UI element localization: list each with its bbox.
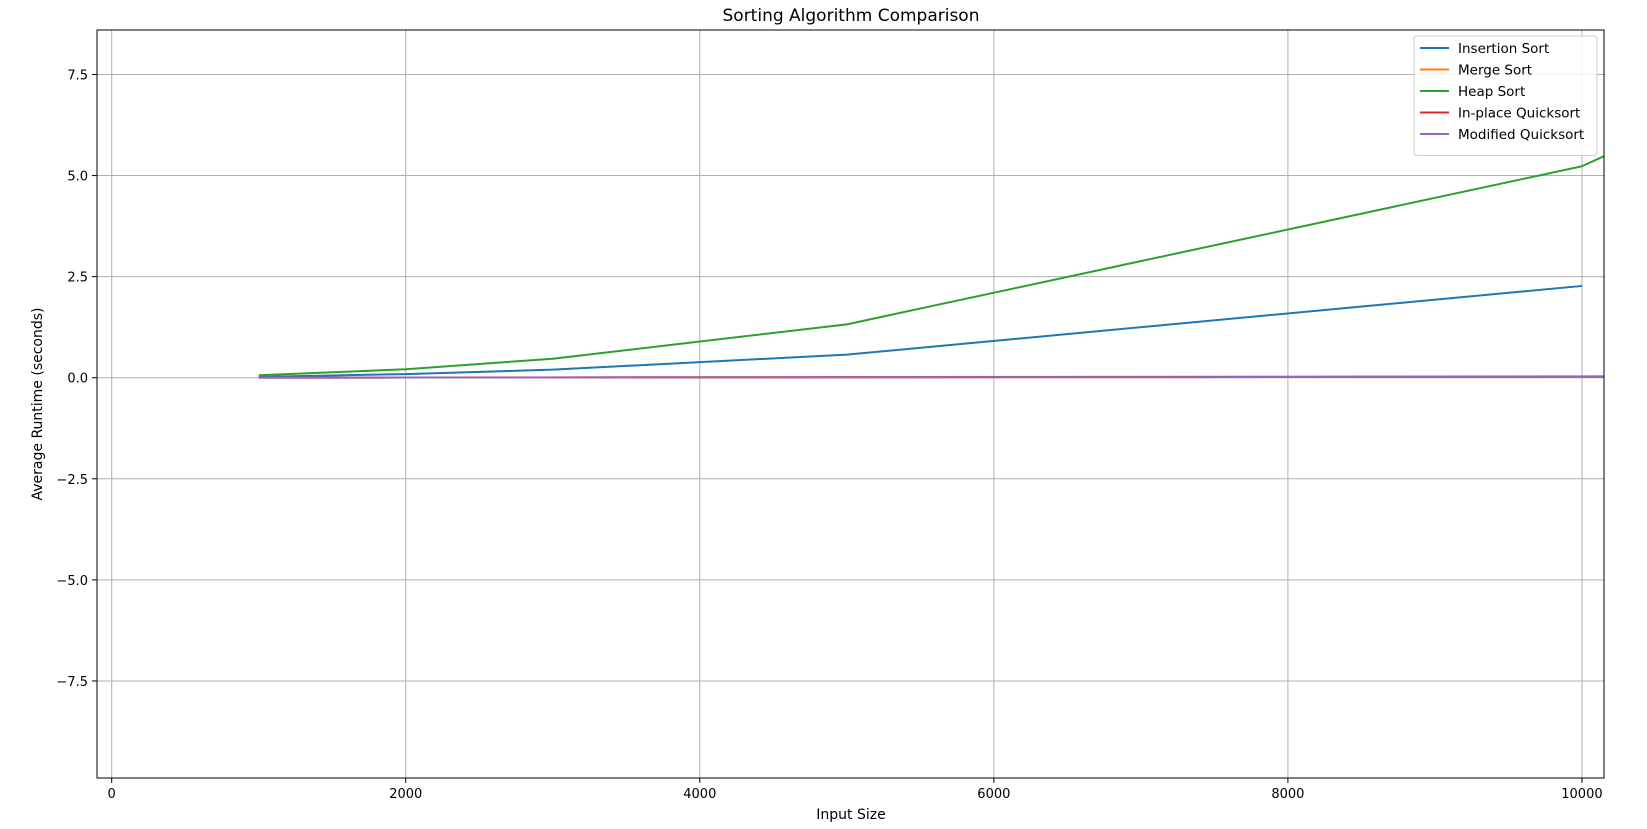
legend: Insertion Sort Merge Sort Heap Sort In-plac… (1413, 35, 1598, 156)
legend-label: Merge Sort (1458, 63, 1532, 79)
series-line-insertion-sort (258, 284, 1583, 378)
x-tick-label: 2000 (389, 787, 422, 802)
x-axis-label: Input Size (816, 807, 885, 823)
y-axis-ticks: −7.5 −5.0 −2.5 0.0 2.5 5.0 7.5 (56, 68, 97, 690)
plot-frame (96, 29, 1605, 779)
legend-box (1413, 35, 1598, 156)
series-lines (258, 155, 1604, 379)
series-line-heap-sort (258, 155, 1604, 377)
legend-label: Modified Quicksort (1458, 127, 1584, 143)
x-tick-label: 4000 (683, 787, 716, 802)
x-tick-label: 10000 (1561, 787, 1602, 802)
x-tick-label: 6000 (977, 787, 1010, 802)
legend-label: In-place Quicksort (1458, 106, 1580, 122)
y-tick-label: −2.5 (56, 473, 88, 488)
y-tick-label: 7.5 (67, 68, 88, 83)
x-tick-label: 0 (108, 787, 116, 802)
x-tick-label: 8000 (1271, 787, 1304, 802)
series-line-modified-quicksort (258, 375, 1604, 379)
y-tick-label: −5.0 (56, 574, 88, 589)
y-tick-label: 5.0 (67, 170, 88, 185)
y-tick-label: 2.5 (67, 271, 88, 286)
legend-label: Insertion Sort (1458, 41, 1549, 57)
y-axis-label: Average Runtime (seconds) (30, 307, 46, 500)
y-tick-label: −7.5 (56, 675, 88, 690)
x-axis-ticks: 0 2000 4000 6000 8000 10000 (108, 778, 1603, 802)
chart-title: Sorting Algorithm Comparison (723, 6, 980, 26)
y-tick-label: 0.0 (67, 372, 88, 387)
legend-label: Heap Sort (1458, 84, 1525, 100)
